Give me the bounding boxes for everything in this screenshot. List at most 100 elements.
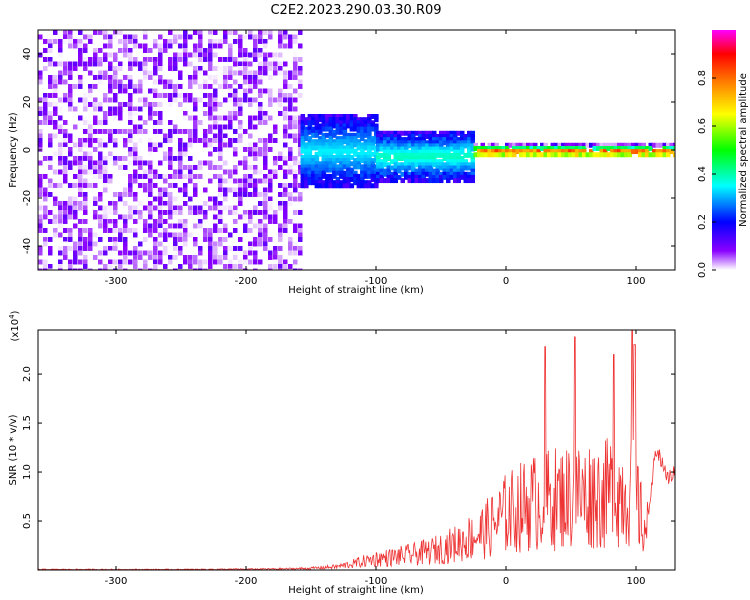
heatmap-cell xyxy=(613,152,618,158)
heatmap-cell xyxy=(38,133,43,139)
heatmap-cell xyxy=(88,120,93,125)
heatmap-cell xyxy=(63,237,68,242)
heatmap-cell xyxy=(314,177,320,182)
heatmap-cell xyxy=(218,259,223,265)
heatmap-cell xyxy=(386,162,391,168)
heatmap-cell xyxy=(263,187,268,193)
heatmap-cell xyxy=(418,140,423,146)
heatmap-cell xyxy=(223,264,228,269)
heatmap-cell xyxy=(68,39,73,44)
heatmap-cell xyxy=(519,146,524,151)
heatmap-cell xyxy=(103,52,108,58)
heatmap-cell xyxy=(38,219,43,224)
heatmap-cell xyxy=(328,114,334,119)
heatmap-cell xyxy=(108,210,113,215)
colorbar-ticks: 0.00.20.40.60.8 xyxy=(697,70,716,278)
heatmap-cell xyxy=(238,138,243,143)
heatmap-cell xyxy=(78,30,83,35)
heatmap-cell xyxy=(456,165,461,171)
heatmap-cell xyxy=(278,268,283,270)
heatmap-cell xyxy=(143,97,148,103)
heatmap-cell xyxy=(342,120,348,126)
heatmap-cell xyxy=(223,39,228,44)
heatmap-cell xyxy=(68,61,73,67)
heatmap-cell xyxy=(370,126,376,132)
heatmap-cell xyxy=(339,114,344,119)
heatmap-cell xyxy=(620,142,625,148)
heatmap-cell xyxy=(400,152,405,158)
heatmap-cell xyxy=(453,171,458,177)
heatmap-cell xyxy=(360,167,365,173)
heatmap-cell xyxy=(218,156,223,161)
heatmap-cell xyxy=(113,156,118,161)
heatmap-cell xyxy=(93,201,98,206)
heatmap-cell xyxy=(273,214,278,220)
heatmap-cell xyxy=(78,133,83,139)
heatmap-cell xyxy=(435,149,440,155)
heatmap-cell xyxy=(238,201,243,206)
heatmap-cell xyxy=(339,164,344,170)
heatmap-cell xyxy=(58,43,63,49)
heatmap-cell xyxy=(163,156,168,161)
heatmap-cell xyxy=(98,129,103,134)
heatmap-cell xyxy=(138,214,143,220)
heatmap-cell xyxy=(453,152,458,158)
heatmap-cell xyxy=(439,178,444,184)
heatmap-cell xyxy=(278,88,283,94)
heatmap-cell xyxy=(453,134,458,139)
heatmap-cell xyxy=(233,192,238,197)
colorbar-tick-label: 0.0 xyxy=(697,262,708,278)
heatmap-cell xyxy=(631,146,636,151)
heatmap-cell xyxy=(163,219,168,224)
heatmap-cell xyxy=(258,75,263,80)
heatmap-cell xyxy=(123,183,128,188)
heatmap-cell xyxy=(148,250,153,256)
heatmap-cell xyxy=(78,174,83,179)
heatmap-cell xyxy=(93,214,98,220)
heatmap-cell xyxy=(78,169,83,175)
heatmap-cell xyxy=(233,210,238,215)
heatmap-cell xyxy=(248,228,253,233)
heatmap-cell xyxy=(379,143,384,149)
heatmap-cell xyxy=(113,210,118,215)
heatmap-cell xyxy=(93,160,98,166)
heatmap-cell xyxy=(307,145,313,151)
heatmap-cell xyxy=(386,149,391,155)
heatmap-cell xyxy=(88,88,93,94)
heatmap-cell xyxy=(383,149,388,155)
heatmap-cell xyxy=(88,138,93,143)
heatmap-cell xyxy=(407,165,412,171)
heatmap-cell xyxy=(123,250,128,256)
heatmap-cell xyxy=(238,178,243,184)
heatmap-cell xyxy=(411,168,416,174)
heatmap-cell xyxy=(218,115,223,121)
heatmap-cell xyxy=(353,161,358,167)
heatmap-cell xyxy=(328,136,334,142)
heatmap-cell xyxy=(321,167,327,173)
heatmap-cell xyxy=(641,146,646,151)
heatmap-cell xyxy=(248,115,253,121)
heatmap-cell xyxy=(435,174,440,180)
heatmap-cell xyxy=(335,120,341,126)
heatmap-cell xyxy=(446,168,451,174)
heatmap-cell xyxy=(53,88,58,94)
heatmap-cell xyxy=(467,162,472,168)
heatmap-cell xyxy=(78,228,83,233)
heatmap-cell xyxy=(243,79,248,85)
heatmap-cell xyxy=(346,173,351,179)
heatmap-cell xyxy=(88,39,93,44)
heatmap-cell xyxy=(278,264,283,269)
heatmap-cell xyxy=(148,187,153,193)
heatmap-cell xyxy=(356,164,362,170)
heatmap-cell xyxy=(268,196,273,202)
heatmap-cell xyxy=(311,167,316,173)
heatmap-cell xyxy=(48,39,53,44)
heatmap-cell xyxy=(550,149,555,155)
heatmap-cell xyxy=(83,228,88,233)
heatmap-cell xyxy=(370,145,376,151)
heatmap-cell xyxy=(38,138,43,143)
heatmap-cell xyxy=(78,237,83,242)
heatmap-cell xyxy=(652,149,657,155)
heatmap-cell xyxy=(627,146,632,151)
heatmap-cell xyxy=(283,84,288,89)
